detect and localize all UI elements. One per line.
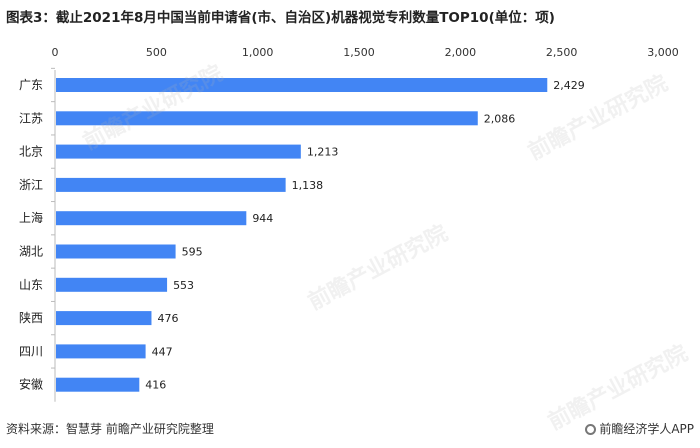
bar bbox=[56, 111, 478, 126]
bar bbox=[56, 311, 152, 326]
brand-logo-icon bbox=[585, 424, 597, 435]
bar bbox=[56, 211, 247, 226]
bar bbox=[56, 144, 301, 159]
x-tick-label: 0 bbox=[52, 46, 59, 59]
category-label: 上海 bbox=[19, 210, 43, 225]
category-label: 湖北 bbox=[19, 244, 43, 259]
x-tick-label: 500 bbox=[146, 46, 167, 59]
value-label: 447 bbox=[152, 345, 173, 358]
bar bbox=[56, 344, 146, 359]
value-label: 2,086 bbox=[484, 112, 516, 125]
value-label: 944 bbox=[252, 212, 273, 225]
value-label: 476 bbox=[157, 312, 178, 325]
category-label: 浙江 bbox=[19, 178, 43, 192]
value-label: 1,213 bbox=[307, 146, 339, 159]
value-label: 2,429 bbox=[553, 79, 585, 92]
chart-title: 图表3：截止2021年8月中国当前申请省(市、自治区)机器视觉专利数量TOP10… bbox=[6, 10, 555, 26]
brand-footer: 前瞻经济学人APP bbox=[585, 420, 694, 437]
category-label: 四川 bbox=[19, 344, 43, 358]
bar bbox=[56, 277, 168, 292]
bar bbox=[56, 377, 140, 392]
value-label: 595 bbox=[182, 246, 203, 259]
category-label: 山东 bbox=[19, 278, 43, 292]
x-tick-label: 3,000 bbox=[647, 46, 679, 59]
value-label: 416 bbox=[145, 379, 166, 392]
value-label: 1,138 bbox=[292, 179, 324, 192]
bar bbox=[56, 244, 176, 259]
bar bbox=[56, 78, 548, 92]
value-label: 553 bbox=[173, 279, 194, 292]
source-note: 资料来源：智慧芽 前瞻产业研究院整理 bbox=[6, 422, 214, 436]
x-tick-label: 2,000 bbox=[445, 46, 477, 59]
x-tick-label: 2,500 bbox=[546, 46, 578, 59]
brand-label: 前瞻经济学人APP bbox=[599, 422, 694, 436]
bar bbox=[56, 177, 286, 192]
category-label: 江苏 bbox=[19, 111, 43, 125]
x-tick-label: 1,500 bbox=[343, 46, 375, 59]
x-tick-label: 1,000 bbox=[242, 46, 274, 59]
category-label: 陕西 bbox=[19, 310, 43, 325]
category-label: 安徽 bbox=[19, 377, 43, 392]
category-label: 广东 bbox=[19, 78, 43, 92]
category-label: 北京 bbox=[19, 145, 43, 159]
